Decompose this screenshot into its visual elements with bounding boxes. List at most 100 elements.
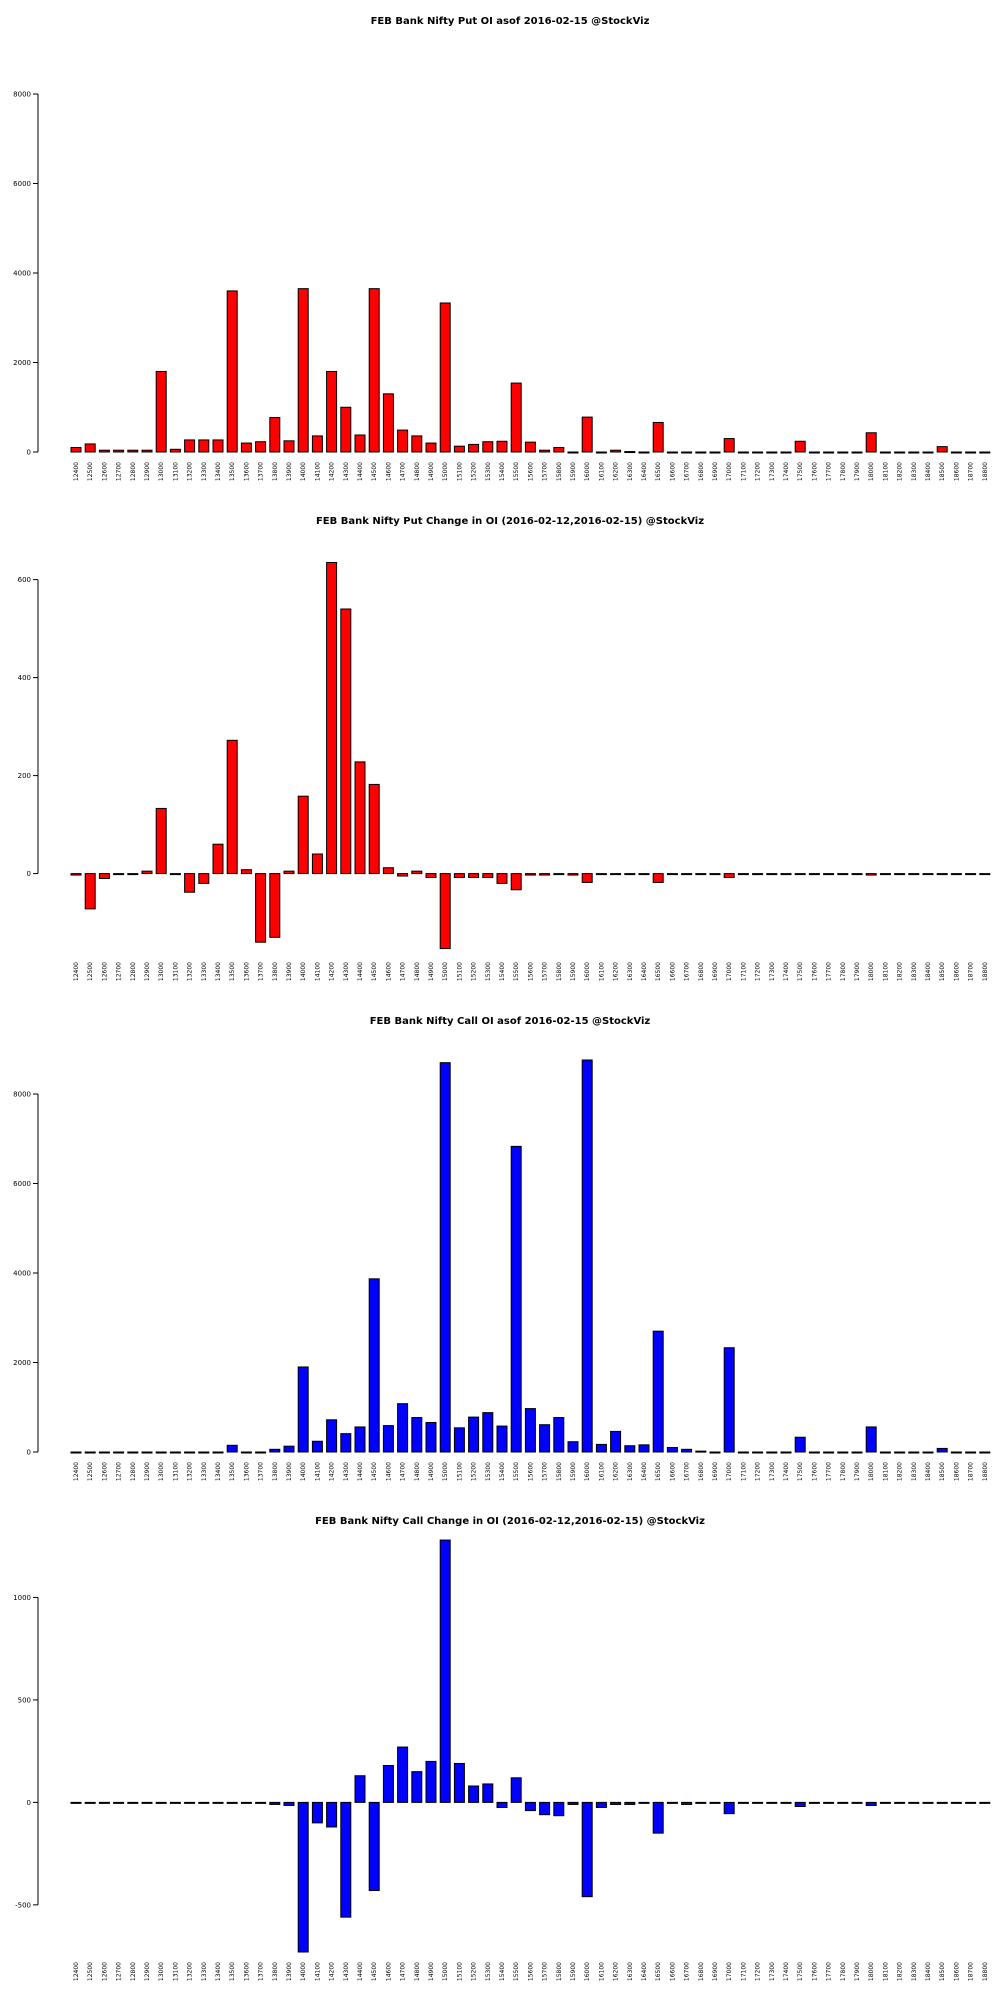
x-tick-label: 15800 (556, 462, 563, 481)
bar-12700 (113, 1801, 125, 1804)
x-tick-label: 18600 (953, 462, 960, 481)
bar-16100 (595, 873, 607, 876)
x-tick-label: 17800 (840, 462, 847, 481)
bar-15700 (539, 449, 551, 453)
x-tick-label: 17000 (726, 1962, 733, 1981)
y-tick-label: 200 (18, 772, 31, 780)
x-tick-label: 17300 (769, 962, 776, 981)
x-tick-label: 15400 (499, 962, 506, 981)
x-tick-label: 18100 (882, 1962, 889, 1981)
bar-14600 (382, 867, 394, 875)
x-tick-label: 15900 (570, 1462, 577, 1481)
bar-16600 (666, 1801, 678, 1804)
x-tick-label: 13200 (187, 462, 194, 481)
bar-12900 (141, 1451, 153, 1454)
bar-17100 (737, 1801, 749, 1804)
bar-17200 (752, 1451, 764, 1454)
x-tick-label: 14300 (343, 1962, 350, 1981)
x-tick-label: 18800 (982, 962, 989, 981)
x-tick-label: 12400 (73, 462, 80, 481)
x-tick-label: 17900 (854, 962, 861, 981)
bar-17100 (737, 1451, 749, 1454)
bar-14700 (397, 873, 409, 877)
x-tick-label: 17800 (840, 962, 847, 981)
bar-17800 (837, 1801, 849, 1804)
x-tick-label: 16100 (598, 962, 605, 981)
bar-14900 (425, 442, 437, 453)
x-tick-label: 16000 (584, 1962, 591, 1981)
bar-14600 (382, 393, 394, 453)
bar-13700 (255, 873, 267, 943)
x-tick-label: 13300 (201, 962, 208, 981)
x-tick-label: 18200 (897, 462, 904, 481)
bar-15000 (439, 1539, 451, 1803)
x-tick-label: 15800 (556, 962, 563, 981)
bar-15700 (539, 873, 551, 876)
bar-14000 (297, 1801, 309, 1953)
x-tick-label: 14300 (343, 962, 350, 981)
bar-12500 (84, 443, 96, 453)
x-tick-label: 13600 (243, 462, 250, 481)
x-tick-label: 13300 (201, 1962, 208, 1981)
x-tick-label: 13500 (229, 1462, 236, 1481)
x-tick-label: 12500 (87, 1962, 94, 1981)
bar-18600 (950, 1801, 962, 1804)
bar-17900 (851, 873, 863, 876)
x-tick-label: 15400 (499, 462, 506, 481)
bar-14200 (326, 1419, 338, 1453)
x-tick-label: 14700 (400, 1962, 407, 1981)
bar-13400 (212, 1451, 224, 1454)
chart-title: FEB Bank Nifty Call Change in OI (2016-0… (315, 1516, 705, 1527)
bar-17400 (780, 873, 792, 876)
x-tick-label: 17700 (826, 962, 833, 981)
x-tick-label: 16400 (641, 1462, 648, 1481)
bar-14600 (382, 1425, 394, 1453)
bar-14000 (297, 1366, 309, 1453)
x-tick-label: 17600 (811, 962, 818, 981)
x-tick-label: 14900 (428, 962, 435, 981)
bar-14800 (411, 870, 423, 875)
x-tick-label: 16700 (684, 962, 691, 981)
x-tick-label: 18500 (939, 1462, 946, 1481)
x-tick-label: 14800 (414, 1462, 421, 1481)
x-tick-label: 16400 (641, 962, 648, 981)
x-tick-label: 17700 (826, 1962, 833, 1981)
bar-16000 (581, 1059, 593, 1453)
x-tick-label: 14200 (329, 1462, 336, 1481)
x-tick-label: 16800 (698, 462, 705, 481)
bar-14500 (368, 783, 380, 875)
x-tick-label: 14600 (385, 1462, 392, 1481)
bar-13500 (226, 1444, 238, 1453)
x-tick-label: 14900 (428, 462, 435, 481)
bar-16300 (624, 1801, 636, 1805)
bar-15400 (496, 440, 508, 453)
x-tick-label: 13800 (272, 1962, 279, 1981)
bar-17600 (808, 1801, 820, 1804)
bar-12800 (127, 449, 139, 453)
x-tick-label: 16200 (613, 1962, 620, 1981)
x-tick-label: 16100 (598, 462, 605, 481)
x-tick-label: 16900 (712, 1962, 719, 1981)
x-tick-label: 15000 (442, 962, 449, 981)
bar-17700 (823, 451, 835, 454)
x-tick-label: 16800 (698, 1462, 705, 1481)
bar-18500 (936, 873, 948, 876)
x-tick-label: 16000 (584, 462, 591, 481)
x-tick-label: 17700 (826, 462, 833, 481)
bar-15500 (510, 382, 522, 453)
x-tick-label: 16800 (698, 962, 705, 981)
bar-12600 (98, 873, 110, 879)
x-tick-label: 16500 (655, 1962, 662, 1981)
x-tick-label: 17100 (740, 1462, 747, 1481)
bar-18200 (894, 451, 906, 454)
bar-16800 (695, 873, 707, 876)
y-tick-label: -500 (15, 1901, 31, 1909)
bar-18400 (922, 1801, 934, 1804)
x-tick-label: 17400 (783, 962, 790, 981)
bar-13900 (283, 870, 295, 875)
x-tick-label: 15800 (556, 1462, 563, 1481)
x-tick-label: 18200 (897, 1462, 904, 1481)
bar-16200 (610, 449, 622, 453)
bar-13100 (169, 873, 181, 876)
bar-17700 (823, 1451, 835, 1454)
